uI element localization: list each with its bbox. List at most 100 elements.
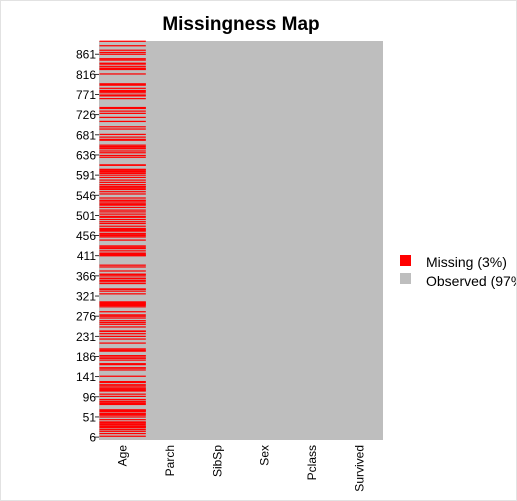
y-axis-tick-label: 321 [76, 290, 96, 304]
x-axis-tick-label: Sex [258, 445, 272, 466]
y-axis-tick-label: 591 [76, 169, 96, 183]
missing-mark [99, 409, 146, 411]
missing-mark [99, 357, 146, 359]
missing-mark [99, 236, 146, 238]
missing-mark [99, 83, 146, 85]
missing-mark [99, 393, 146, 395]
missing-mark [99, 369, 146, 371]
missing-mark [99, 168, 146, 170]
missing-mark [99, 164, 146, 166]
missing-mark [99, 67, 146, 69]
missing-mark [99, 40, 146, 42]
missing-mark [99, 53, 146, 55]
missing-mark [99, 363, 146, 366]
missing-mark [99, 106, 146, 109]
missing-mark [99, 419, 146, 421]
missing-mark [99, 204, 146, 206]
x-axis-tick-label: Parch [163, 445, 177, 476]
missing-mark [99, 264, 146, 266]
y-axis-tick-label: 186 [76, 350, 96, 364]
missing-mark [99, 59, 146, 61]
missing-mark [99, 139, 146, 141]
missing-mark [99, 199, 146, 201]
plot-area [99, 40, 383, 440]
missing-mark [99, 277, 146, 279]
missing-mark [99, 112, 146, 114]
missing-mark [99, 110, 146, 112]
missing-mark [99, 216, 146, 218]
missing-mark [99, 306, 146, 308]
missing-mark [99, 367, 146, 369]
x-axis-tick-labels: Age Parch SibSp Sex Pclass Survived [116, 445, 367, 492]
missing-mark [99, 323, 146, 325]
missing-mark [99, 92, 146, 94]
y-axis-tick-label: 501 [76, 209, 96, 223]
missing-mark [99, 232, 146, 235]
missing-mark [99, 187, 146, 189]
missing-mark [99, 156, 146, 158]
missing-mark [99, 304, 146, 307]
missing-mark [99, 410, 146, 413]
missing-mark [99, 253, 146, 255]
missing-mark [99, 183, 146, 186]
y-axis-tick-label: 51 [83, 410, 97, 424]
missing-mark [99, 320, 146, 322]
missing-mark [99, 171, 146, 173]
missing-mark [99, 185, 146, 187]
missing-mark [99, 197, 146, 199]
missing-mark [99, 314, 146, 316]
missing-mark [99, 330, 146, 332]
missing-mark [99, 202, 146, 204]
y-axis-tick-label: 546 [76, 189, 96, 203]
missing-mark [99, 191, 146, 193]
missing-mark [99, 333, 146, 335]
missing-mark [99, 222, 146, 225]
missing-mark [99, 414, 146, 416]
missing-mark [99, 89, 146, 92]
missing-mark [99, 254, 146, 256]
missing-mark [99, 412, 146, 415]
y-axis-tick-labels: 6 51 96 141 186 231 276 321 366 411 456 501 546 591 63… [76, 48, 99, 445]
chart-title: Missingness Map [162, 14, 319, 35]
y-axis-tick-label: 636 [76, 148, 96, 162]
missing-mark [99, 230, 146, 232]
missing-mark [99, 245, 146, 247]
x-axis-tick-label: Survived [352, 445, 366, 492]
missing-value-marks [99, 40, 146, 437]
missing-mark [99, 363, 146, 365]
x-axis-tick-label: Age [116, 445, 130, 467]
missing-mark [99, 430, 146, 432]
missing-mark [99, 375, 146, 377]
legend-swatch-observed [400, 273, 411, 284]
y-axis-tick-label: 141 [76, 370, 96, 384]
missing-mark [99, 385, 146, 387]
missing-mark [99, 90, 146, 93]
y-axis-tick-label: 411 [77, 249, 96, 263]
missing-mark [99, 233, 146, 235]
missing-mark [99, 302, 146, 304]
missing-mark [99, 147, 146, 149]
y-axis-tick-label: 366 [76, 269, 96, 283]
missing-mark [99, 229, 146, 231]
missing-mark [99, 288, 146, 290]
missing-mark [99, 326, 146, 328]
missing-mark [99, 416, 146, 418]
missing-mark [99, 403, 146, 406]
missing-mark [99, 51, 146, 54]
missing-mark [99, 148, 146, 150]
missing-mark [99, 95, 146, 97]
missing-mark [99, 150, 146, 152]
missing-mark [99, 359, 146, 361]
missing-mark [99, 203, 146, 205]
missing-mark [99, 200, 146, 202]
missing-mark [99, 250, 146, 252]
missing-mark [99, 138, 146, 140]
missing-mark [99, 152, 146, 154]
missing-mark [99, 126, 146, 128]
missing-mark [99, 213, 146, 215]
missing-mark [99, 176, 146, 179]
missing-mark [99, 389, 146, 391]
missing-mark [99, 317, 146, 319]
missing-mark [99, 390, 146, 392]
